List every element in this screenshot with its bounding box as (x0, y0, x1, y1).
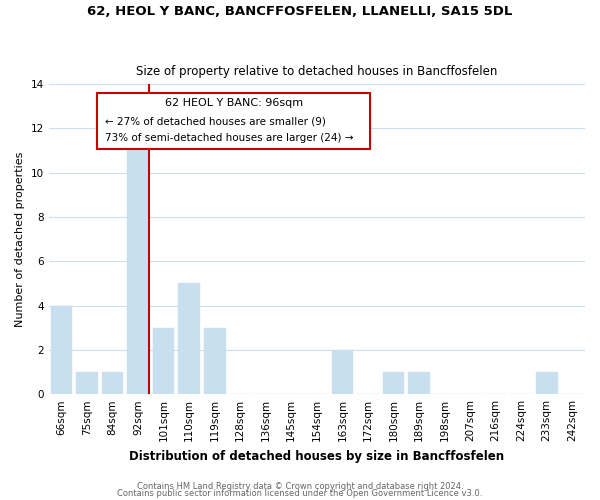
Text: Contains HM Land Registry data © Crown copyright and database right 2024.: Contains HM Land Registry data © Crown c… (137, 482, 463, 491)
Bar (101, 372, 124, 394)
Bar (153, 328, 175, 394)
Text: ← 27% of detached houses are smaller (9): ← 27% of detached houses are smaller (9) (105, 116, 326, 126)
Bar (178, 284, 200, 394)
Text: 73% of semi-detached houses are larger (24) →: 73% of semi-detached houses are larger (… (105, 133, 353, 143)
Text: 62, HEOL Y BANC, BANCFFOSFELEN, LLANELLI, SA15 5DL: 62, HEOL Y BANC, BANCFFOSFELEN, LLANELLI… (88, 5, 512, 18)
Bar (127, 128, 149, 394)
Bar (536, 372, 557, 394)
Bar (50, 306, 72, 394)
Bar (383, 372, 404, 394)
Text: 62 HEOL Y BANC: 96sqm: 62 HEOL Y BANC: 96sqm (164, 98, 303, 108)
FancyBboxPatch shape (97, 93, 370, 149)
Bar (332, 350, 353, 394)
Bar (76, 372, 98, 394)
Text: Contains public sector information licensed under the Open Government Licence v3: Contains public sector information licen… (118, 489, 482, 498)
Title: Size of property relative to detached houses in Bancffosfelen: Size of property relative to detached ho… (136, 66, 497, 78)
Bar (204, 328, 226, 394)
Y-axis label: Number of detached properties: Number of detached properties (15, 152, 25, 326)
Bar (408, 372, 430, 394)
X-axis label: Distribution of detached houses by size in Bancffosfelen: Distribution of detached houses by size … (129, 450, 505, 462)
